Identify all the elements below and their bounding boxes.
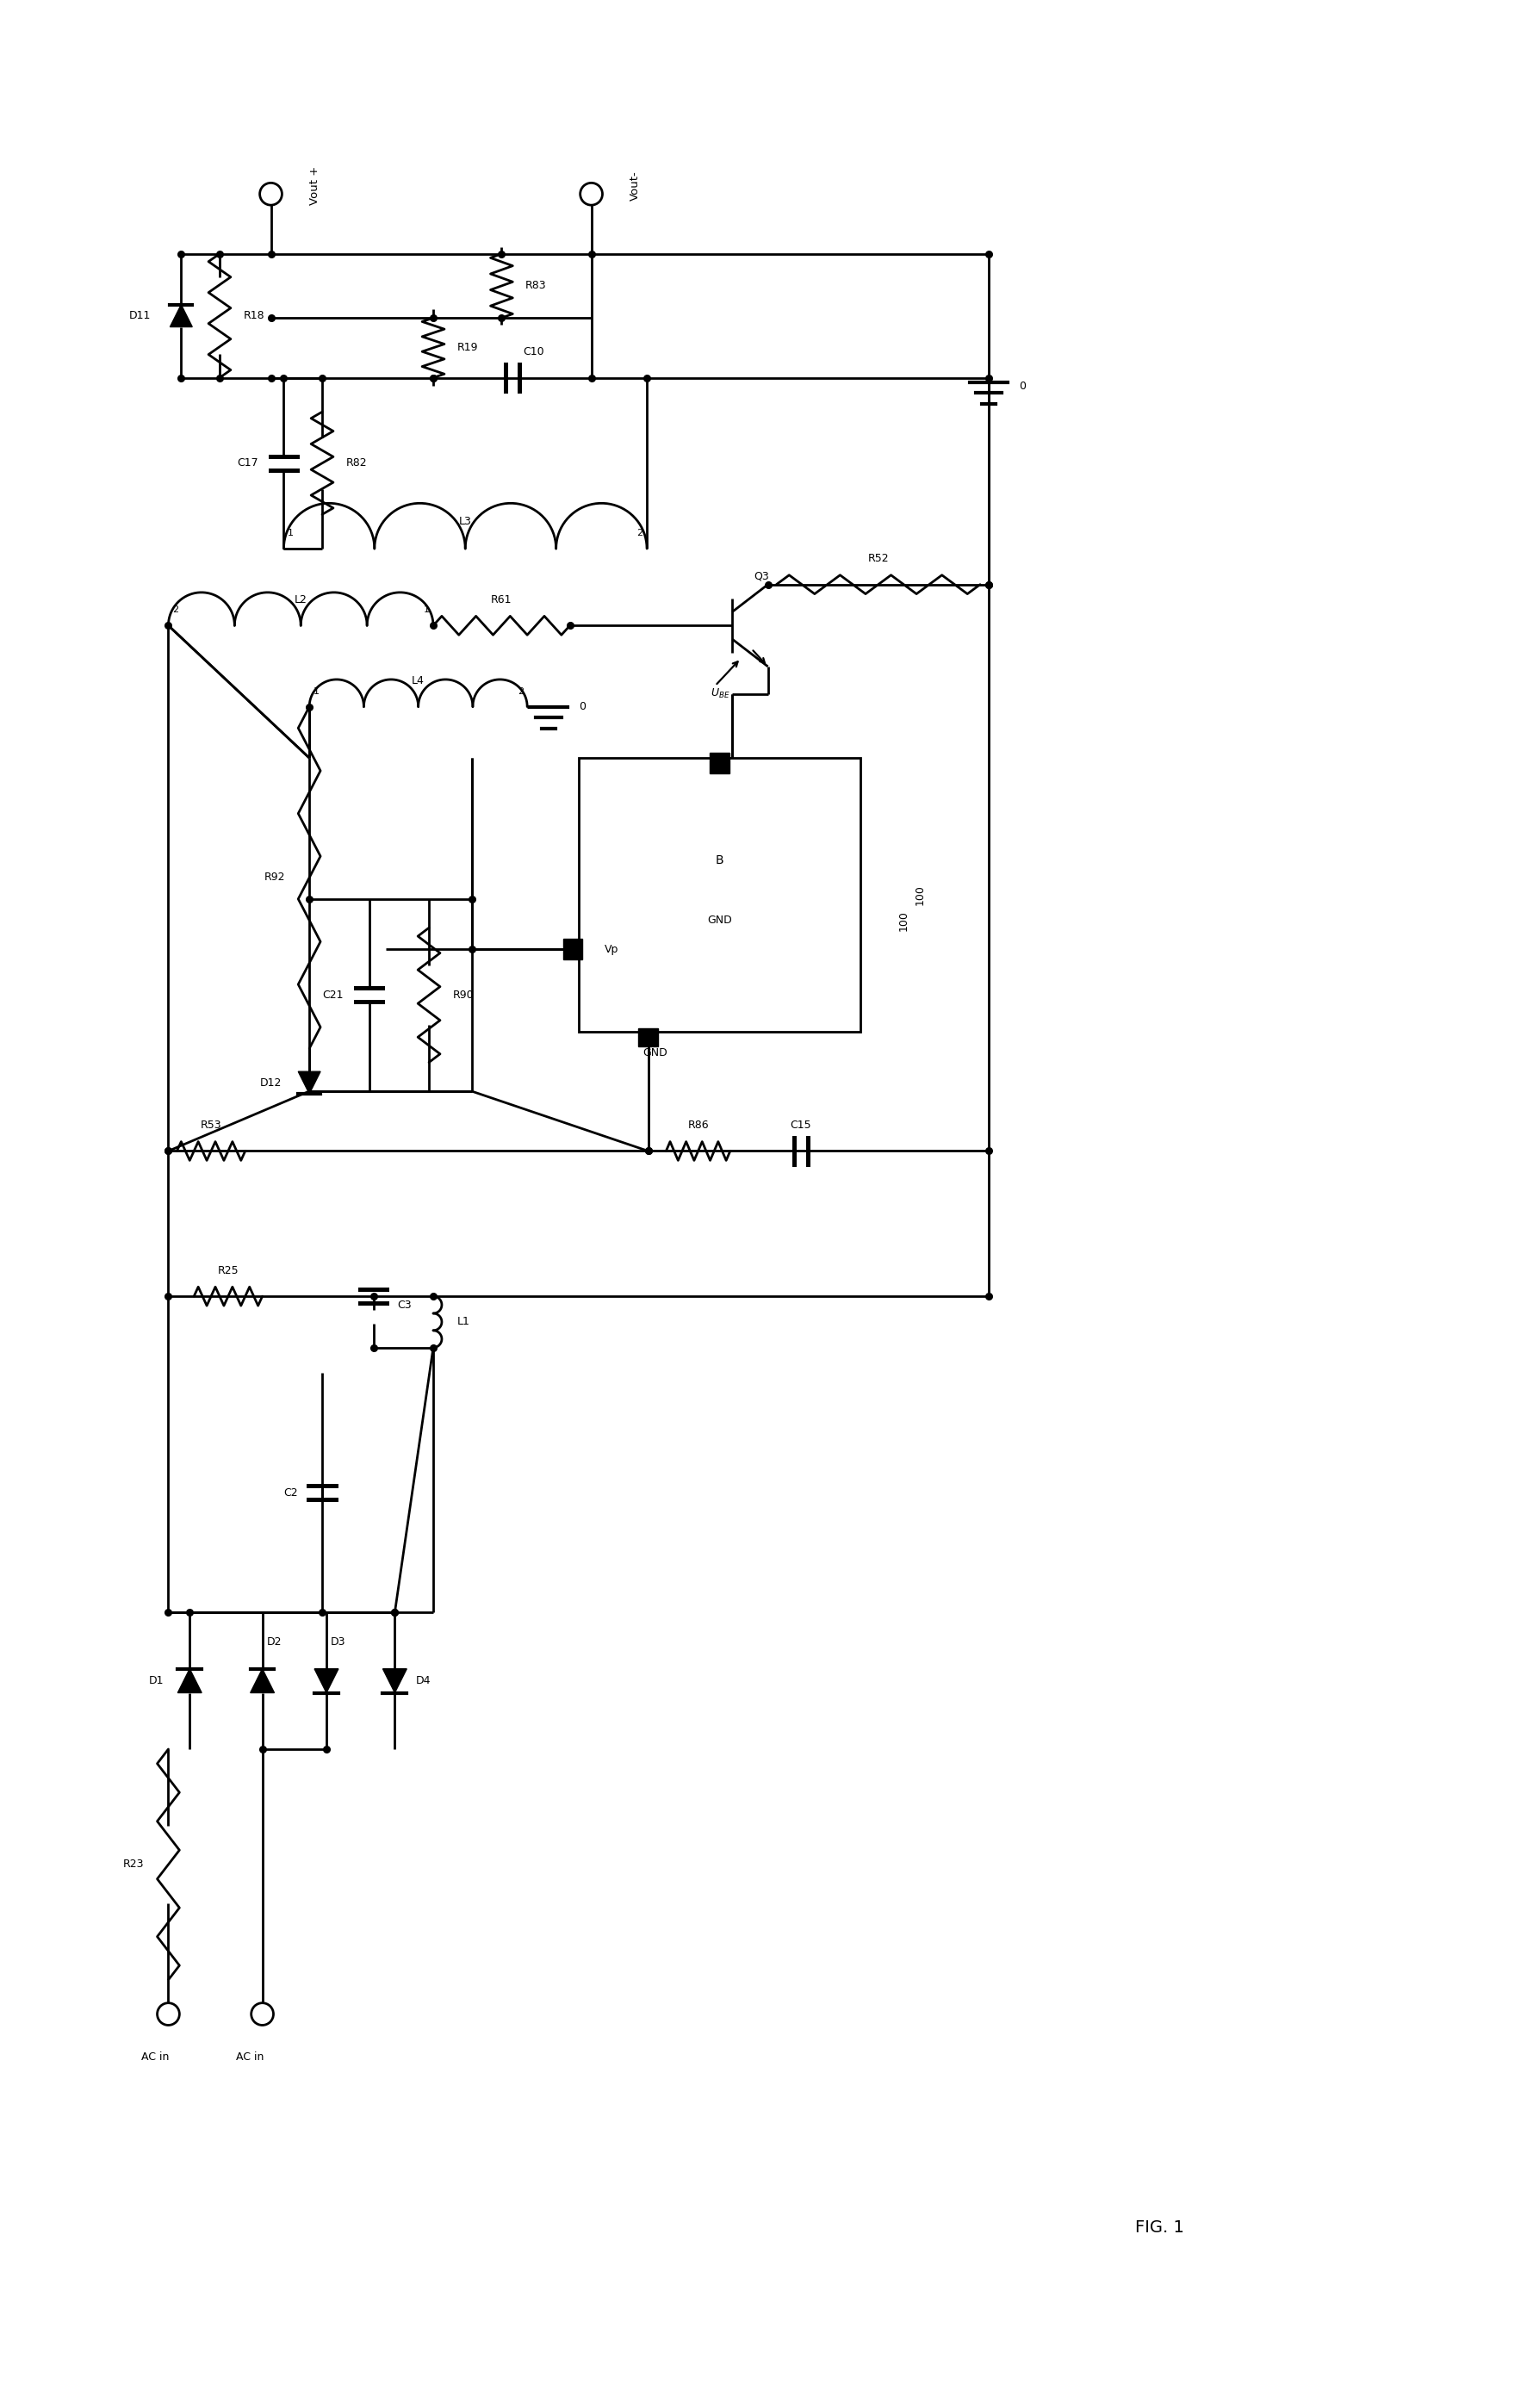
- Bar: [579, 759, 860, 1031]
- Text: R18: R18: [243, 311, 264, 320]
- Bar: [638, 1028, 658, 1047]
- Bar: [709, 754, 730, 773]
- Text: R92: R92: [264, 872, 286, 884]
- Text: C10: C10: [522, 347, 544, 359]
- Text: 100: 100: [915, 884, 925, 905]
- Text: L1: L1: [457, 1317, 470, 1327]
- Text: AC in: AC in: [142, 2052, 169, 2061]
- Text: D11: D11: [130, 311, 151, 320]
- Text: 2: 2: [637, 530, 643, 537]
- Text: $U_{BE}$: $U_{BE}$: [710, 686, 730, 701]
- Text: R53: R53: [200, 1120, 221, 1132]
- Text: 1: 1: [287, 530, 293, 537]
- Text: FIG. 1: FIG. 1: [1135, 2220, 1183, 2237]
- Text: C15: C15: [789, 1120, 811, 1132]
- Text: D2: D2: [266, 1637, 281, 1647]
- Text: Vout-: Vout-: [629, 171, 641, 200]
- Polygon shape: [177, 1669, 202, 1693]
- Polygon shape: [169, 306, 192, 327]
- Text: D3: D3: [330, 1637, 345, 1647]
- Text: C21: C21: [322, 990, 344, 1002]
- Text: R19: R19: [457, 342, 478, 354]
- Text: L4: L4: [412, 677, 425, 686]
- Polygon shape: [298, 1072, 321, 1093]
- Polygon shape: [383, 1669, 406, 1693]
- Text: R52: R52: [867, 554, 889, 563]
- Text: D4: D4: [415, 1676, 431, 1686]
- Text: R61: R61: [490, 595, 512, 604]
- Text: AC in: AC in: [235, 2052, 263, 2061]
- Text: C3: C3: [397, 1300, 411, 1310]
- Text: C17: C17: [237, 458, 258, 470]
- Text: L2: L2: [295, 595, 307, 604]
- Text: 0: 0: [1019, 380, 1025, 393]
- Text: 1: 1: [313, 686, 319, 696]
- Text: L3: L3: [458, 515, 472, 527]
- Text: Q3: Q3: [753, 571, 768, 583]
- Text: 100: 100: [896, 910, 909, 929]
- Polygon shape: [250, 1669, 275, 1693]
- Text: C2: C2: [284, 1488, 298, 1498]
- Text: R90: R90: [452, 990, 473, 1002]
- Text: Vp: Vp: [603, 944, 618, 956]
- Text: D12: D12: [260, 1076, 282, 1088]
- Text: R83: R83: [525, 279, 547, 291]
- Text: R25: R25: [217, 1264, 238, 1276]
- Text: 2: 2: [518, 686, 524, 696]
- Text: 1: 1: [423, 607, 429, 614]
- Text: B: B: [715, 855, 724, 867]
- Text: GND: GND: [707, 915, 731, 927]
- Text: R86: R86: [687, 1120, 709, 1132]
- Text: GND: GND: [643, 1047, 667, 1060]
- Text: 0: 0: [579, 701, 585, 713]
- Text: R23: R23: [124, 1859, 145, 1871]
- Text: D1: D1: [150, 1676, 163, 1686]
- Text: 2: 2: [173, 607, 179, 614]
- Bar: [563, 939, 582, 961]
- Text: Vout +: Vout +: [308, 166, 321, 205]
- Polygon shape: [315, 1669, 337, 1693]
- Text: R82: R82: [347, 458, 366, 470]
